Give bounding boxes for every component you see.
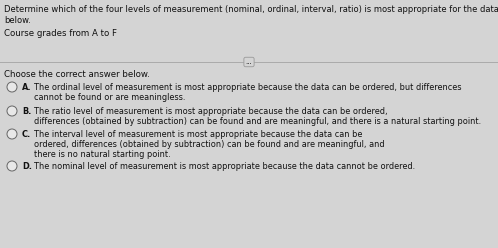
Text: Choose the correct answer below.: Choose the correct answer below. bbox=[4, 70, 150, 79]
Text: The interval level of measurement is most appropriate because the data can be: The interval level of measurement is mos… bbox=[34, 130, 363, 139]
Text: there is no natural starting point.: there is no natural starting point. bbox=[34, 150, 171, 159]
Text: below.: below. bbox=[4, 16, 31, 25]
Text: C.: C. bbox=[22, 130, 31, 139]
Text: ordered, differences (obtained by subtraction) can be found and are meaningful, : ordered, differences (obtained by subtra… bbox=[34, 140, 384, 149]
Text: cannot be found or are meaningless.: cannot be found or are meaningless. bbox=[34, 93, 185, 102]
Circle shape bbox=[7, 161, 17, 171]
Text: The ordinal level of measurement is most appropriate because the data can be ord: The ordinal level of measurement is most… bbox=[34, 83, 462, 92]
Text: B.: B. bbox=[22, 107, 31, 116]
Text: D.: D. bbox=[22, 162, 32, 171]
Circle shape bbox=[7, 106, 17, 116]
Circle shape bbox=[7, 129, 17, 139]
Text: The ratio level of measurement is most appropriate because the data can be order: The ratio level of measurement is most a… bbox=[34, 107, 387, 116]
Text: ...: ... bbox=[246, 59, 252, 65]
Text: A.: A. bbox=[22, 83, 31, 92]
Text: Course grades from A to F: Course grades from A to F bbox=[4, 29, 117, 38]
Text: Determine which of the four levels of measurement (nominal, ordinal, interval, r: Determine which of the four levels of me… bbox=[4, 5, 498, 14]
Text: The nominal level of measurement is most appropriate because the data cannot be : The nominal level of measurement is most… bbox=[34, 162, 415, 171]
Circle shape bbox=[7, 82, 17, 92]
Text: differences (obtained by subtraction) can be found and are meaningful, and there: differences (obtained by subtraction) ca… bbox=[34, 117, 481, 126]
